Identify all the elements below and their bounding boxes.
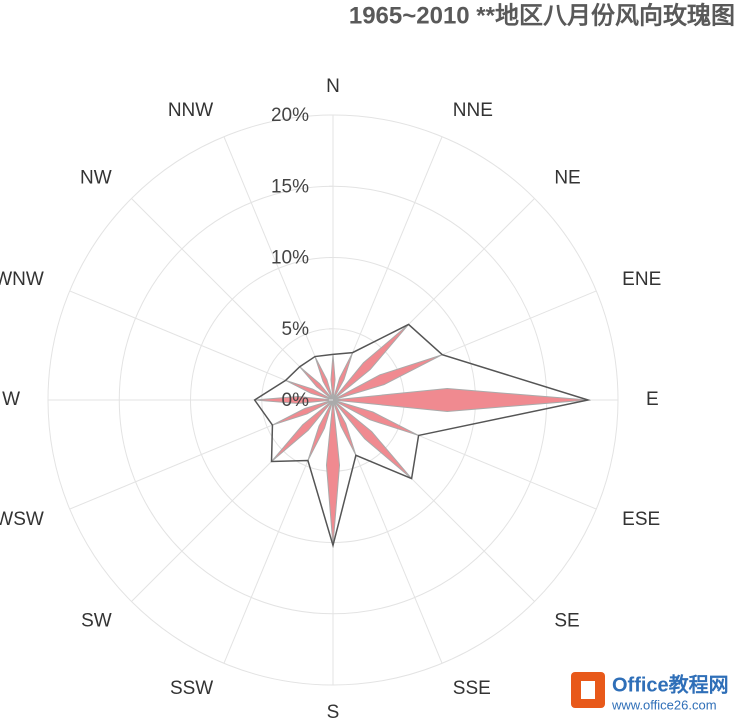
watermark-logo-inner (581, 681, 595, 699)
r-tick-label: 15% (271, 176, 309, 197)
watermark-url: www.office26.com (611, 697, 717, 712)
direction-label: WSW (0, 509, 44, 530)
r-tick-label: 20% (271, 105, 309, 126)
r-tick-label: 5% (282, 319, 310, 340)
direction-label: SW (81, 610, 112, 631)
direction-label: NE (554, 168, 580, 189)
direction-label: SSE (453, 678, 491, 699)
direction-label: W (2, 389, 20, 410)
watermark-title: Office教程网 (612, 672, 729, 696)
direction-label: WNW (0, 269, 44, 290)
direction-label: NNW (168, 100, 213, 121)
watermark: Office教程网 www.office26.com (571, 672, 729, 712)
direction-label: NW (80, 168, 112, 189)
direction-label: N (326, 76, 340, 97)
outline (253, 323, 592, 549)
petal (330, 354, 336, 401)
r-tick-label: 10% (271, 248, 309, 269)
direction-label: SSW (170, 678, 213, 699)
direction-label: S (327, 702, 340, 721)
direction-label: SE (554, 610, 579, 631)
direction-label: ENE (622, 269, 661, 290)
direction-label: NNE (453, 100, 493, 121)
direction-label: E (646, 389, 659, 410)
direction-label: ESE (622, 509, 660, 530)
r-tick-label: 0% (282, 390, 310, 411)
chart-title: 1965~2010 **地区八月份风向玫瑰图 (349, 1, 735, 29)
petal (325, 399, 341, 546)
